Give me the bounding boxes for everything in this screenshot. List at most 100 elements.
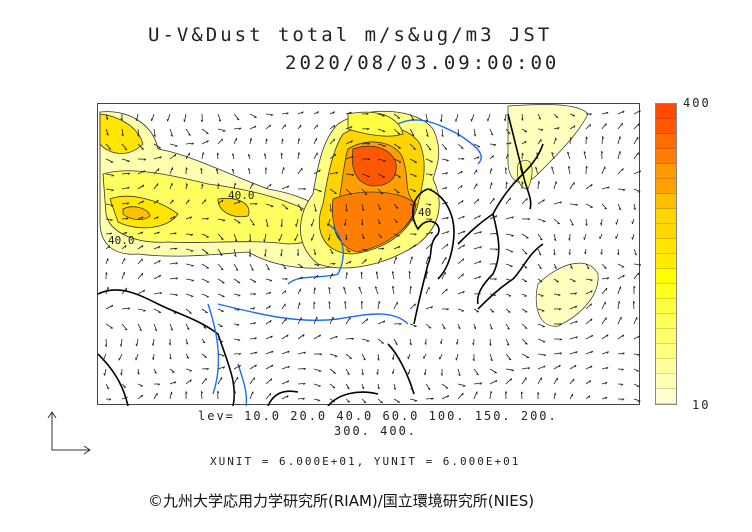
wind-arrow xyxy=(137,184,145,190)
wind-arrow xyxy=(183,113,187,122)
wind-arrow xyxy=(393,143,401,149)
wind-arrow xyxy=(537,308,545,312)
wind-arrow xyxy=(297,124,302,130)
wind-arrow xyxy=(137,158,147,161)
wind-arrow xyxy=(505,308,511,313)
wind-arrow xyxy=(280,218,283,228)
wind-arrow xyxy=(233,113,240,121)
wind-arrow xyxy=(537,293,544,297)
wind-arrow xyxy=(297,203,303,212)
wind-arrow xyxy=(568,233,571,241)
wind-arrow xyxy=(294,233,299,241)
wind-arrow xyxy=(345,398,351,403)
wind-arrow xyxy=(169,381,177,385)
wind-arrow xyxy=(329,138,336,145)
colorbar-band xyxy=(656,224,676,239)
wind-arrow xyxy=(247,154,251,160)
wind-arrow xyxy=(360,218,364,226)
wind-arrow xyxy=(265,291,272,295)
wind-arrow xyxy=(601,186,610,190)
wind-arrow xyxy=(281,167,285,175)
wind-arrow xyxy=(119,338,123,347)
wind-arrow xyxy=(313,248,317,256)
wind-arrow xyxy=(505,142,512,145)
wind-arrow xyxy=(536,152,539,160)
dust-plume-east xyxy=(300,110,440,269)
contour-levels-line1: lev= 10.0 20.0 40.0 60.0 100. 150. 200. xyxy=(198,409,558,423)
wind-arrow xyxy=(521,197,528,205)
wind-arrow xyxy=(473,214,481,220)
wind-arrow xyxy=(169,368,175,373)
wind-arrow xyxy=(201,377,207,385)
wind-arrow xyxy=(135,338,139,347)
wind-arrow xyxy=(457,199,464,205)
wind-arrow xyxy=(537,278,543,283)
wind-arrow xyxy=(455,353,459,361)
wind-arrow xyxy=(105,218,113,222)
wind-arrow xyxy=(409,143,417,150)
wind-arrow xyxy=(553,263,558,270)
dust-map: 40.0 40.0 40 xyxy=(97,103,642,407)
wind-arrow xyxy=(617,316,622,325)
wind-arrow xyxy=(297,276,303,280)
wind-arrow xyxy=(617,274,625,280)
wind-arrow xyxy=(201,278,210,283)
wind-arrow xyxy=(569,203,578,206)
wind-arrow xyxy=(505,323,510,330)
wind-arrow xyxy=(425,323,432,329)
wind-arrow xyxy=(361,233,365,240)
wind-arrow xyxy=(249,391,254,400)
wind-arrow xyxy=(424,338,427,345)
wind-arrow xyxy=(313,316,318,325)
wind-arrow xyxy=(473,293,481,296)
wind-arrow xyxy=(281,395,289,400)
wind-arrow xyxy=(105,304,114,310)
wind-arrow xyxy=(153,323,158,332)
wind-arrow xyxy=(105,128,109,136)
wind-arrow xyxy=(377,300,381,310)
wind-arrow xyxy=(393,173,401,178)
vector-units: XUNIT = 6.000E+01, YUNIT = 6.000E+01 xyxy=(210,455,521,468)
colorbar-min-label: 10 xyxy=(692,398,711,412)
wind-arrow xyxy=(297,397,305,400)
wind-arrow xyxy=(153,274,162,280)
wind-arrow xyxy=(633,248,637,256)
wind-arrow xyxy=(296,248,299,256)
wind-arrow xyxy=(633,170,642,175)
wind-arrow xyxy=(121,257,126,265)
wind-arrow xyxy=(217,263,224,271)
wind-arrow xyxy=(345,111,352,115)
wind-arrow xyxy=(217,233,224,240)
wind-arrow xyxy=(169,262,178,265)
wind-arrow xyxy=(169,391,173,400)
wind-arrow xyxy=(313,353,323,356)
wind-arrow xyxy=(441,308,450,311)
wind-arrow xyxy=(537,138,542,145)
wind-arrow xyxy=(297,111,304,115)
wind-arrow xyxy=(361,398,367,404)
wind-arrow xyxy=(457,273,464,280)
colorbar-band xyxy=(656,374,676,389)
wind-arrow xyxy=(249,351,258,355)
wind-arrow xyxy=(441,323,446,330)
colorbar xyxy=(655,103,677,405)
wind-arrow xyxy=(345,203,348,212)
wind-arrow xyxy=(345,155,354,160)
wind-arrow xyxy=(473,368,480,376)
wind-arrow xyxy=(569,378,575,385)
wind-arrow xyxy=(521,367,531,370)
wind-arrow xyxy=(489,248,499,251)
wind-arrow xyxy=(393,398,401,403)
wind-arrow xyxy=(377,353,380,361)
wind-arrow xyxy=(201,338,206,344)
wind-arrow xyxy=(553,364,561,370)
wind-arrow xyxy=(121,383,127,388)
wind-arrow xyxy=(313,124,318,130)
wind-arrow xyxy=(361,142,370,145)
wind-arrow xyxy=(121,158,130,163)
wind-arrow xyxy=(345,248,351,253)
wind-arrow xyxy=(585,318,593,325)
wind-arrow xyxy=(169,182,173,190)
wind-arrow xyxy=(425,286,430,295)
wind-arrow xyxy=(233,390,237,400)
